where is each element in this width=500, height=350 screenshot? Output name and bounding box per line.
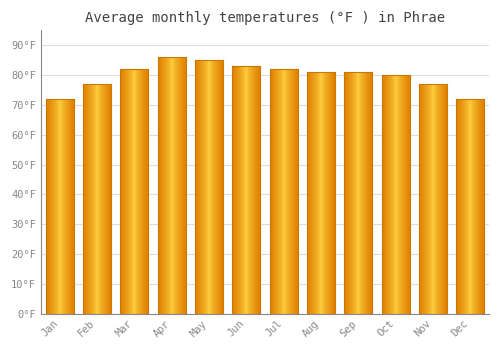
- Title: Average monthly temperatures (°F ) in Phrae: Average monthly temperatures (°F ) in Ph…: [85, 11, 445, 25]
